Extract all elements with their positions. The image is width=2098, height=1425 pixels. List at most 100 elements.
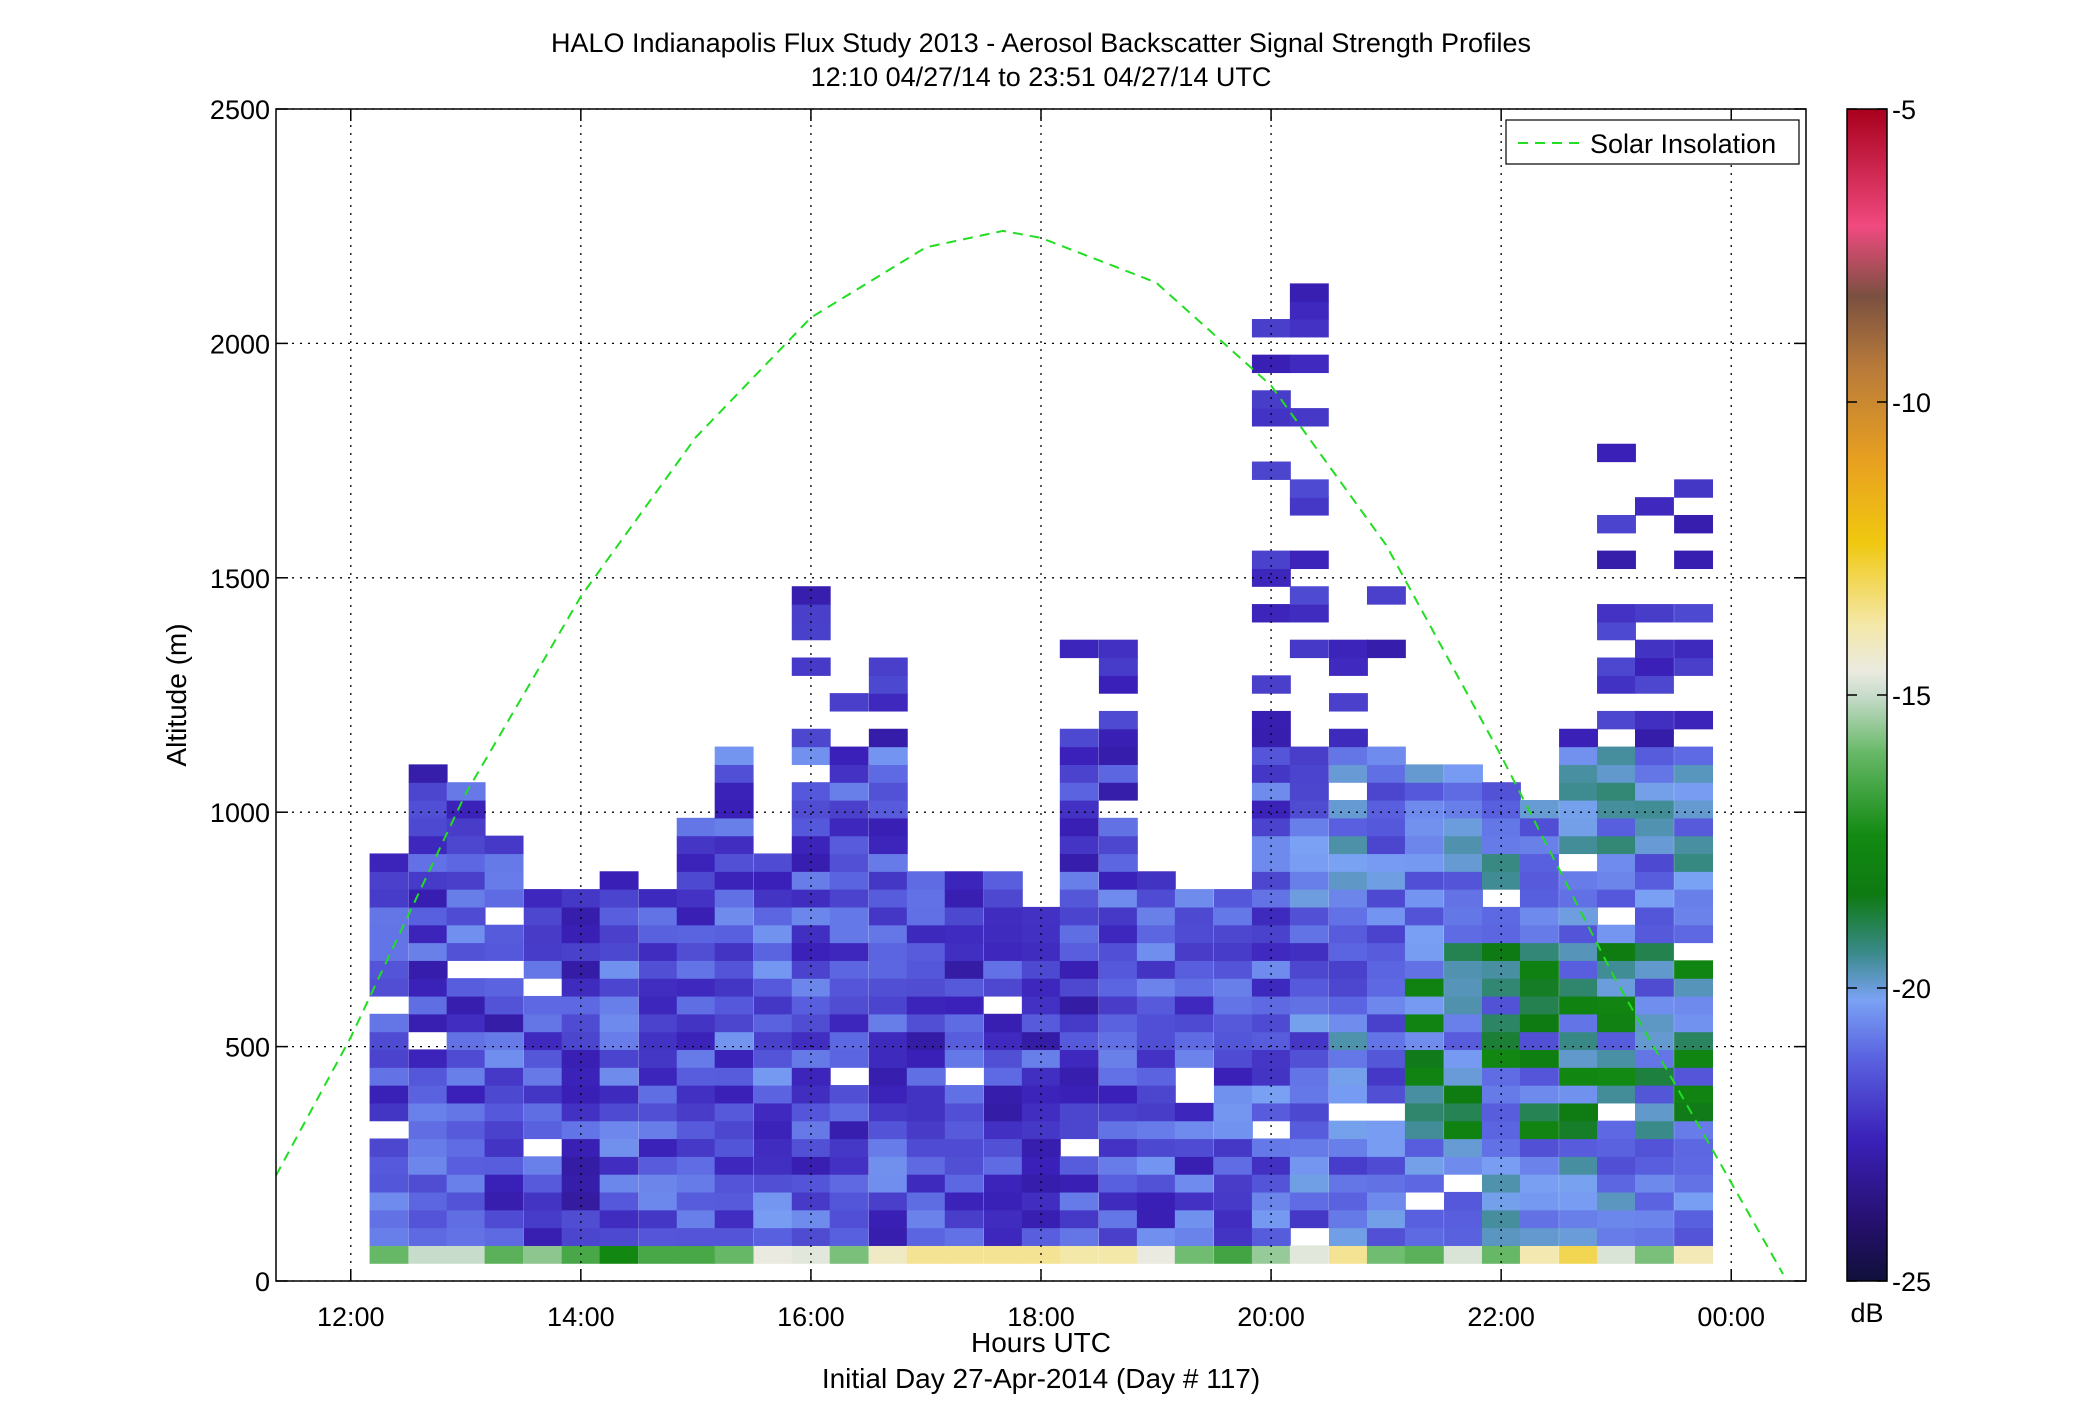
heatmap-cell [484, 1120, 524, 1140]
heatmap-cell [868, 1067, 908, 1086]
heatmap-cell [1059, 995, 1099, 1015]
surface-cell [906, 1245, 946, 1264]
heatmap-cell [599, 1138, 639, 1157]
heatmap-cell [868, 1209, 908, 1229]
heatmap-cell [1519, 1209, 1559, 1229]
heatmap-cell [1597, 710, 1636, 730]
heatmap-cell [1328, 853, 1368, 872]
surface-cell [1674, 1245, 1714, 1264]
heatmap-cell [408, 960, 448, 979]
heatmap-cell [1519, 942, 1559, 961]
heatmap-cell [1634, 1085, 1674, 1104]
heatmap-cell [638, 889, 678, 908]
heatmap-cell [753, 1085, 793, 1104]
heatmap-cell [484, 1174, 524, 1193]
surface-cell [1059, 1245, 1099, 1264]
heatmap-cell [714, 1120, 754, 1140]
heatmap-cell [1366, 995, 1406, 1015]
y-tick-label: 2500 [210, 95, 270, 125]
heatmap-cell [1174, 1120, 1214, 1140]
heatmap-cell [753, 924, 793, 944]
x-tick-label: 20:00 [1237, 1302, 1305, 1332]
colorbar-tick-label: -10 [1892, 388, 1931, 418]
heatmap-cell [791, 1191, 831, 1211]
heatmap-cell [1674, 710, 1714, 730]
heatmap-cell [753, 1031, 793, 1051]
heatmap-cell [1634, 604, 1674, 623]
heatmap-cell [714, 1067, 754, 1086]
heatmap-cell [1559, 764, 1598, 783]
heatmap-cell [638, 1049, 678, 1068]
heatmap-cell [1366, 746, 1406, 765]
heatmap-cell [1136, 1209, 1176, 1229]
heatmap-cell [1213, 1067, 1253, 1086]
heatmap-cell [1597, 1156, 1636, 1175]
heatmap-cell [1674, 1138, 1714, 1157]
heatmap-cell [1174, 1102, 1214, 1122]
heatmap-cell [676, 942, 716, 961]
heatmap-cell [1174, 1227, 1214, 1246]
heatmap-cell [1634, 906, 1674, 926]
heatmap-cell [1634, 817, 1674, 837]
heatmap-cell [829, 1156, 869, 1175]
heatmap-cell [906, 978, 946, 997]
heatmap-cell [1251, 871, 1291, 890]
heatmap-cell [829, 853, 869, 872]
heatmap-cell [1674, 764, 1714, 783]
heatmap-cell [1559, 889, 1598, 908]
heatmap-cell [1674, 1013, 1714, 1033]
heatmap-cell [408, 1191, 448, 1211]
heatmap-cell [484, 1138, 524, 1157]
heatmap-cell [1328, 1031, 1368, 1051]
heatmap-cell [1136, 889, 1176, 908]
heatmap-cell [1098, 1156, 1138, 1175]
heatmap-cell [1174, 906, 1214, 926]
heatmap-cell [1136, 906, 1176, 926]
y-tick-label: 0 [255, 1267, 270, 1297]
heatmap-cell [638, 942, 678, 961]
heatmap-cell [714, 1102, 754, 1122]
heatmap-cell [1289, 283, 1329, 302]
heatmap-cell [1404, 853, 1444, 872]
heatmap-cell [1098, 639, 1138, 659]
heatmap-cell [1597, 443, 1636, 463]
heatmap-cell [1366, 764, 1406, 783]
heatmap-cell [369, 942, 409, 961]
heatmap-cell [1674, 906, 1714, 926]
heatmap-cell [1559, 942, 1598, 961]
heatmap-cell [1328, 1049, 1368, 1068]
heatmap-cell [484, 1156, 524, 1175]
surface-cell [1366, 1245, 1406, 1264]
heatmap-cell [714, 978, 754, 997]
heatmap-cell [1404, 889, 1444, 908]
surface-cell [638, 1245, 678, 1264]
heatmap-cell [1136, 1013, 1176, 1033]
heatmap-cell [1444, 1227, 1483, 1246]
heatmap-cell [906, 1174, 946, 1193]
heatmap-cell [829, 1227, 869, 1246]
heatmap-cell [1251, 728, 1291, 748]
heatmap-cell [1519, 995, 1559, 1015]
heatmap-cell [1519, 800, 1559, 819]
heatmap-cell [1289, 1085, 1329, 1104]
heatmap-cell [1519, 1085, 1559, 1104]
heatmap-cell [791, 586, 831, 605]
heatmap-cell [561, 1031, 601, 1051]
heatmap-cell [906, 1102, 946, 1122]
heatmap-cell [638, 960, 678, 979]
heatmap-cell [638, 1067, 678, 1086]
heatmap-cell [1251, 1049, 1291, 1068]
heatmap-cell [1481, 1209, 1521, 1229]
heatmap-cell [1559, 960, 1598, 979]
heatmap-cell [599, 889, 639, 908]
heatmap-cell [369, 1049, 409, 1068]
heatmap-cell [714, 1049, 754, 1068]
heatmap-cell [1404, 835, 1444, 855]
heatmap-cell [1136, 871, 1176, 890]
heatmap-cell [1634, 1067, 1674, 1086]
heatmap-cell [1559, 1049, 1598, 1068]
heatmap-cell [1444, 1067, 1483, 1086]
surface-cell [1559, 1245, 1598, 1264]
heatmap-cell [369, 1102, 409, 1122]
heatmap-cell [1519, 1174, 1559, 1193]
